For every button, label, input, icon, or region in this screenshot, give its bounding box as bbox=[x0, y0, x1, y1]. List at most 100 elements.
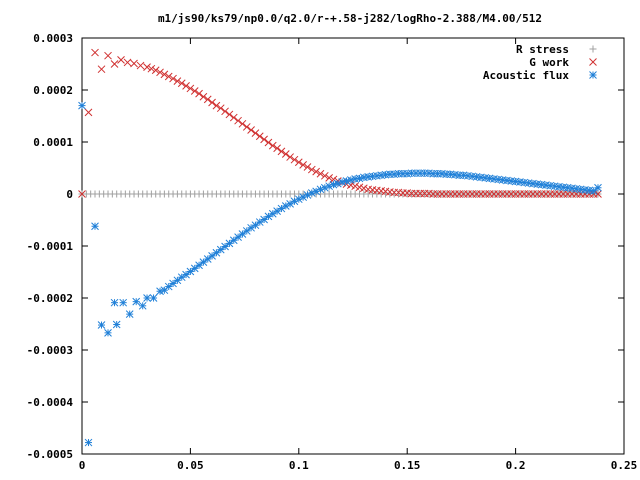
point-acoustic-flux bbox=[338, 178, 347, 186]
point-g-work bbox=[325, 174, 334, 182]
legend-label-acoustic-flux: Acoustic flux bbox=[483, 69, 569, 82]
point-acoustic-flux bbox=[199, 258, 208, 266]
point-acoustic-flux bbox=[125, 310, 134, 318]
point-acoustic-flux bbox=[221, 242, 229, 251]
plot-frame bbox=[81, 37, 625, 455]
point-g-work bbox=[234, 116, 242, 125]
point-acoustic-flux bbox=[143, 294, 151, 302]
point-g-work bbox=[225, 110, 234, 119]
point-g-work bbox=[97, 65, 106, 74]
chart-title: m1/js90/ks79/np0.0/q2.0/r-+.58-j282/logR… bbox=[158, 12, 542, 25]
y-tick-label: -0.0005 bbox=[27, 448, 73, 461]
point-acoustic-flux bbox=[594, 183, 602, 192]
point-acoustic-flux bbox=[333, 179, 342, 188]
point-g-work bbox=[136, 61, 145, 70]
point-acoustic-flux bbox=[320, 183, 329, 192]
point-g-work bbox=[199, 92, 208, 101]
point-acoustic-flux bbox=[212, 248, 221, 257]
point-g-work bbox=[177, 79, 186, 88]
point-acoustic-flux bbox=[182, 270, 190, 279]
point-acoustic-flux bbox=[329, 180, 338, 189]
point-acoustic-flux bbox=[234, 233, 242, 242]
x-tick-label: 0.1 bbox=[289, 459, 309, 472]
point-g-work bbox=[294, 158, 303, 167]
point-acoustic-flux bbox=[346, 176, 355, 184]
point-g-work bbox=[212, 101, 221, 110]
point-g-work bbox=[268, 141, 277, 150]
point-g-work bbox=[303, 163, 312, 171]
point-g-work bbox=[255, 132, 264, 141]
point-acoustic-flux bbox=[132, 297, 141, 306]
point-acoustic-flux bbox=[119, 298, 128, 307]
point-g-work bbox=[84, 108, 93, 117]
legend-label-g-work: G work bbox=[529, 56, 569, 69]
point-acoustic-flux bbox=[255, 218, 264, 226]
point-acoustic-flux bbox=[281, 202, 290, 210]
point-g-work bbox=[355, 183, 364, 192]
point-acoustic-flux bbox=[104, 328, 112, 337]
point-g-work bbox=[359, 184, 368, 193]
point-g-work bbox=[247, 126, 255, 134]
point-acoustic-flux bbox=[91, 222, 99, 231]
point-g-work bbox=[273, 144, 281, 153]
point-acoustic-flux bbox=[203, 255, 212, 263]
point-g-work bbox=[169, 74, 177, 83]
point-g-work bbox=[277, 147, 286, 156]
y-tick-label: 0.0001 bbox=[33, 136, 73, 149]
point-g-work bbox=[164, 72, 173, 81]
x-tick-label: 0.2 bbox=[506, 459, 526, 472]
point-g-work bbox=[147, 64, 156, 73]
point-acoustic-flux bbox=[559, 183, 568, 192]
x-tick-label: 0.25 bbox=[611, 459, 638, 472]
x-tick-label: 0.15 bbox=[394, 459, 421, 472]
point-g-work bbox=[299, 161, 307, 169]
point-acoustic-flux bbox=[216, 245, 225, 254]
point-acoustic-flux bbox=[97, 321, 106, 329]
axis-ticks: 0 0.05 0.1 0.15 0.2 0.25 0.0003 0.0002 0.0001 0 -0… bbox=[27, 32, 638, 472]
point-acoustic-flux bbox=[451, 170, 459, 179]
point-acoustic-flux bbox=[546, 181, 555, 190]
x-tick-label: 0 bbox=[79, 459, 86, 472]
point-g-work bbox=[156, 68, 164, 77]
point-g-work bbox=[117, 55, 125, 64]
point-g-work bbox=[594, 190, 602, 198]
point-g-work bbox=[320, 171, 329, 180]
point-g-work bbox=[251, 129, 260, 138]
point-acoustic-flux bbox=[303, 191, 312, 199]
y-tick-label: -0.0002 bbox=[27, 292, 73, 305]
legend-marker-g-work bbox=[589, 58, 597, 66]
point-acoustic-flux bbox=[342, 177, 351, 185]
y-tick-label: -0.0004 bbox=[27, 396, 74, 409]
point-acoustic-flux bbox=[208, 252, 216, 260]
point-g-work bbox=[307, 165, 316, 174]
point-acoustic-flux bbox=[156, 287, 164, 296]
point-g-work bbox=[208, 98, 216, 107]
point-g-work bbox=[151, 66, 160, 75]
point-g-work bbox=[351, 182, 360, 191]
point-g-work bbox=[91, 48, 99, 57]
point-g-work bbox=[221, 107, 229, 116]
point-g-work bbox=[203, 95, 212, 104]
x-tick-label: 0.05 bbox=[177, 459, 204, 472]
point-g-work bbox=[110, 60, 119, 68]
legend-marker-acoustic-flux bbox=[589, 71, 597, 79]
legend-label-r-stress: R stress bbox=[516, 43, 569, 56]
point-acoustic-flux bbox=[238, 230, 247, 238]
data-series bbox=[78, 48, 602, 447]
point-acoustic-flux bbox=[110, 298, 119, 307]
point-acoustic-flux bbox=[260, 215, 268, 224]
point-g-work bbox=[160, 70, 169, 79]
point-g-work bbox=[316, 169, 325, 178]
point-acoustic-flux bbox=[164, 282, 173, 291]
point-g-work bbox=[229, 113, 238, 122]
point-acoustic-flux bbox=[225, 239, 234, 248]
point-acoustic-flux bbox=[589, 187, 598, 195]
point-acoustic-flux bbox=[173, 276, 182, 285]
point-acoustic-flux bbox=[195, 261, 203, 270]
series-acoustic-flux bbox=[78, 101, 602, 447]
point-acoustic-flux bbox=[355, 174, 364, 183]
point-g-work bbox=[190, 87, 199, 95]
point-acoustic-flux bbox=[138, 301, 147, 310]
